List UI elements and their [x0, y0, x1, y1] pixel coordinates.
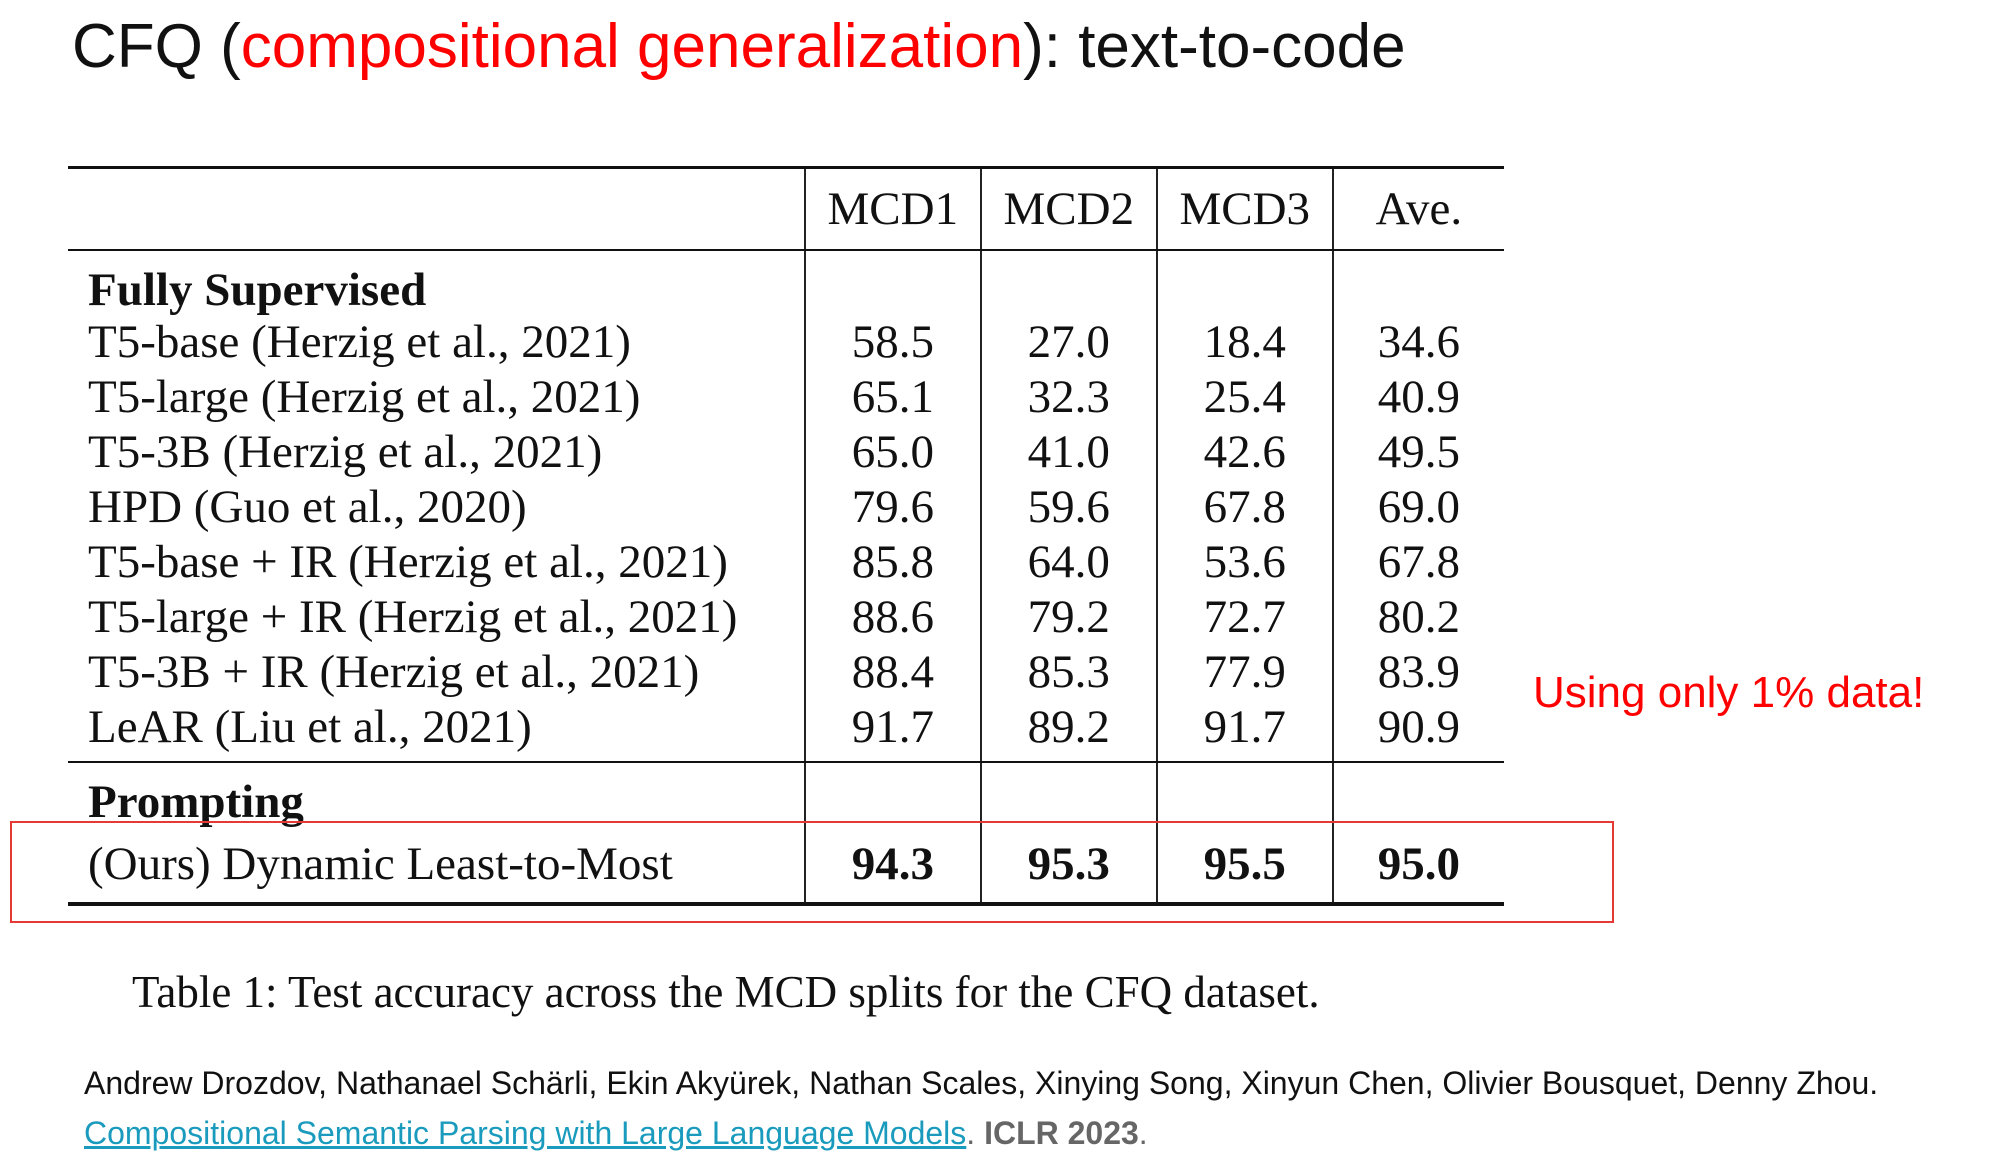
value-mcd1: 65.0 [803, 425, 981, 480]
table-body-supervised: Fully Supervised T5-base (Herzig et al.,… [68, 250, 1504, 763]
value-ave: 67.8 [1331, 535, 1504, 590]
empty-cell [979, 265, 1157, 315]
value-mcd3: 25.4 [1155, 370, 1333, 425]
citation-authors: Andrew Drozdov, Nathanael Schärli, Ekin … [84, 1065, 1879, 1101]
title-highlight: compositional generalization [240, 12, 1024, 81]
table-row-ours: (Ours) Dynamic Least-to-Most 94.3 95.3 9… [68, 827, 1504, 906]
spacer-cell [1155, 250, 1333, 265]
value-mcd2: 41.0 [979, 425, 1157, 480]
method-name: T5-large (Herzig et al., 2021) [88, 371, 641, 423]
method-name: T5-large + IR (Herzig et al., 2021) [88, 591, 738, 643]
spacer-cell [68, 250, 805, 265]
citation-punct: . [966, 1115, 976, 1151]
value-ave: 83.9 [1331, 645, 1504, 700]
method-name: HPD (Guo et al., 2020) [88, 481, 527, 533]
table-row: LeAR (Liu et al., 2021) 91.7 89.2 91.7 9… [68, 700, 1504, 763]
value-mcd3: 18.4 [1155, 315, 1333, 370]
header-mcd2: MCD2 [979, 166, 1157, 251]
value-mcd3: 53.6 [1155, 535, 1333, 590]
title-suffix: ): text-to-code [1023, 12, 1406, 81]
value-mcd3: 77.9 [1155, 645, 1333, 700]
value-mcd2: 89.2 [979, 700, 1157, 763]
value-ave: 49.5 [1331, 425, 1504, 480]
header-mcd1: MCD1 [803, 166, 981, 251]
value-mcd1: 58.5 [803, 315, 981, 370]
table-row: T5-large + IR (Herzig et al., 2021) 88.6… [68, 590, 1504, 645]
section-label: Fully Supervised [88, 264, 427, 316]
value-mcd2: 32.3 [979, 370, 1157, 425]
value-mcd3: 95.5 [1155, 827, 1333, 906]
spacer-cell [979, 250, 1157, 265]
value-mcd1: 91.7 [803, 700, 981, 763]
value-mcd2: 85.3 [979, 645, 1157, 700]
value-mcd2: 64.0 [979, 535, 1157, 590]
value-ave: 95.0 [1331, 827, 1504, 906]
value-mcd1: 88.6 [803, 590, 981, 645]
section-label-row: Fully Supervised [68, 265, 1504, 315]
title-prefix: CFQ ( [72, 12, 241, 81]
value-mcd1: 65.1 [803, 370, 981, 425]
method-name: T5-base (Herzig et al., 2021) [88, 316, 631, 368]
table-caption: Table 1: Test accuracy across the MCD sp… [132, 967, 1320, 1017]
empty-cell [803, 265, 981, 315]
table-body-prompting: Prompting (Ours) Dynamic Least-to-Most 9… [68, 762, 1504, 906]
section-label: Prompting [88, 776, 304, 828]
empty-cell [1331, 777, 1504, 827]
spacer-cell [1331, 250, 1504, 265]
table-spacer [68, 762, 1504, 777]
method-name: LeAR (Liu et al., 2021) [68, 700, 805, 763]
empty-cell [1155, 265, 1333, 315]
table-header-row: MCD1 MCD2 MCD3 Ave. [68, 166, 1504, 251]
value-mcd1: 79.6 [803, 480, 981, 535]
spacer-cell [68, 762, 805, 777]
method-name: (Ours) Dynamic Least-to-Most [68, 827, 805, 906]
value-ave: 90.9 [1331, 700, 1504, 763]
results-table: MCD1 MCD2 MCD3 Ave. Fully Supervised T5-… [68, 166, 1504, 906]
value-mcd3: 42.6 [1155, 425, 1333, 480]
citation-end: . [1138, 1115, 1148, 1151]
value-mcd1: 94.3 [803, 827, 981, 906]
value-ave: 34.6 [1331, 315, 1504, 370]
section-label-row: Prompting [68, 777, 1504, 827]
value-mcd2: 27.0 [979, 315, 1157, 370]
citation-venue: ICLR 2023 [984, 1115, 1139, 1151]
value-mcd3: 72.7 [1155, 590, 1333, 645]
paper-link[interactable]: Compositional Semantic Parsing with Larg… [84, 1115, 967, 1151]
table-row: T5-3B + IR (Herzig et al., 2021) 88.4 85… [68, 645, 1504, 700]
value-mcd2: 95.3 [979, 827, 1157, 906]
spacer-cell [979, 762, 1157, 777]
citation: Andrew Drozdov, Nathanael Schärli, Ekin … [84, 1058, 1984, 1158]
table-row: T5-base + IR (Herzig et al., 2021) 85.8 … [68, 535, 1504, 590]
slide-title: CFQ (compositional generalization): text… [72, 10, 1406, 84]
table-spacer [68, 250, 1504, 265]
value-mcd1: 85.8 [803, 535, 981, 590]
empty-cell [1331, 265, 1504, 315]
value-mcd2: 79.2 [979, 590, 1157, 645]
spacer-cell [1155, 762, 1333, 777]
value-mcd1: 88.4 [803, 645, 981, 700]
table-row: T5-base (Herzig et al., 2021) 58.5 27.0 … [68, 315, 1504, 370]
table-row: T5-3B (Herzig et al., 2021) 65.0 41.0 42… [68, 425, 1504, 480]
table-row: HPD (Guo et al., 2020) 79.6 59.6 67.8 69… [68, 480, 1504, 535]
value-ave: 69.0 [1331, 480, 1504, 535]
value-mcd3: 67.8 [1155, 480, 1333, 535]
spacer-cell [1331, 762, 1504, 777]
method-name: T5-3B + IR (Herzig et al., 2021) [88, 646, 700, 698]
spacer-cell [803, 250, 981, 265]
value-mcd2: 59.6 [979, 480, 1157, 535]
header-method [68, 166, 805, 251]
table-row: T5-large (Herzig et al., 2021) 65.1 32.3… [68, 370, 1504, 425]
empty-cell [979, 777, 1157, 827]
value-ave: 80.2 [1331, 590, 1504, 645]
header-mcd3: MCD3 [1155, 166, 1333, 251]
method-name: T5-base + IR (Herzig et al., 2021) [88, 536, 728, 588]
empty-cell [1155, 777, 1333, 827]
method-name: T5-3B (Herzig et al., 2021) [88, 426, 603, 478]
value-ave: 40.9 [1331, 370, 1504, 425]
empty-cell [803, 777, 981, 827]
callout-text: Using only 1% data! [1533, 668, 1925, 717]
spacer-cell [803, 762, 981, 777]
value-mcd3: 91.7 [1155, 700, 1333, 763]
header-ave: Ave. [1331, 166, 1504, 251]
